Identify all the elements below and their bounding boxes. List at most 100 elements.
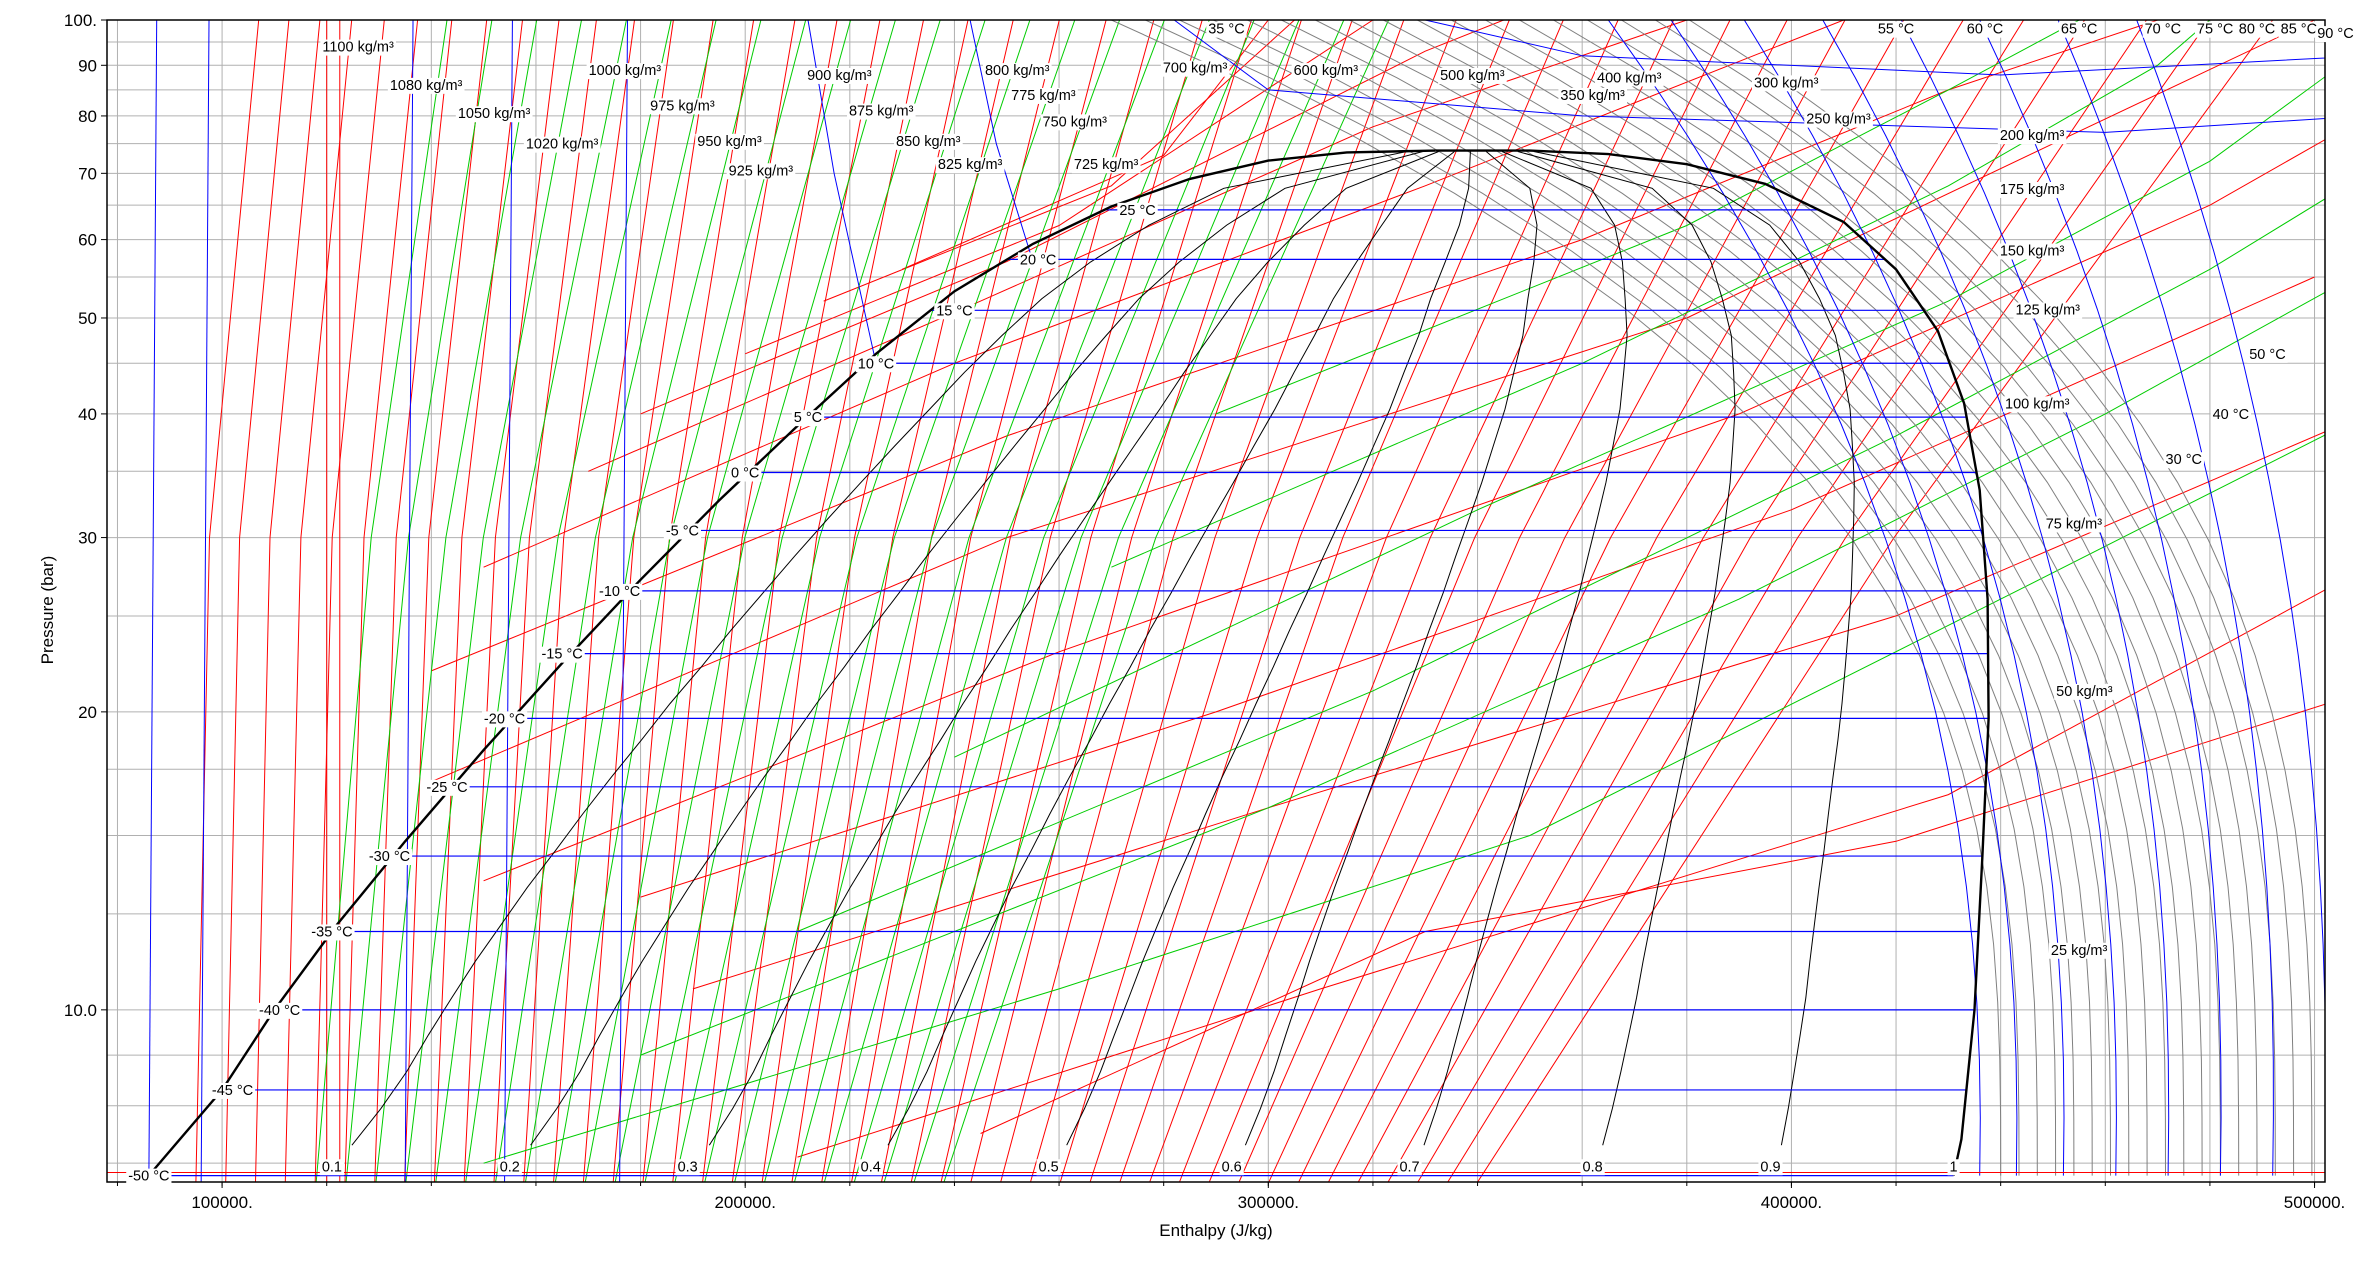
isotherm-label: 15 °C <box>936 303 972 319</box>
isochore-curve <box>1298 20 1905 1182</box>
quality-label-bg <box>1947 1159 1960 1176</box>
isotherm-label-bg <box>729 465 762 482</box>
isotherm-label: -35 °C <box>311 924 352 940</box>
isotherm-label-bg <box>2210 406 2252 423</box>
quality-line <box>708 151 1439 1146</box>
isochore-curve <box>483 139 2325 882</box>
isentrope-curve <box>794 20 1165 1182</box>
isochore-curve <box>1383 20 2148 1176</box>
isotherm-label: 25 °C <box>1119 203 1155 219</box>
isotherm-curve <box>969 20 1034 262</box>
isotherm-curve <box>504 20 513 1182</box>
quality-label: 0.2 <box>500 1159 520 1175</box>
isochore-label-bg <box>2048 942 2110 959</box>
isochore-label-bg <box>1071 157 1141 174</box>
isochore-label-bg <box>586 63 664 80</box>
isochore-label: 750 kg/m³ <box>1043 114 1108 130</box>
isochore-label-bg <box>846 103 916 120</box>
isochore-label-bg <box>1997 181 2067 198</box>
isochore-label-bg <box>935 157 1005 174</box>
isotherm-label-bg <box>209 1082 256 1099</box>
isochore-curve <box>1208 20 1731 1182</box>
isochore-curve <box>1689 20 2313 1176</box>
isochore-label-bg <box>1804 111 1873 128</box>
isentrope-curve <box>797 198 2325 932</box>
isochore-curve <box>588 20 1687 472</box>
curve-layer <box>107 20 2325 1182</box>
isentrope-curve <box>315 20 448 1182</box>
isotherm-label: 85 °C <box>2281 22 2317 38</box>
isotherm-label: 10 °C <box>858 356 894 372</box>
isochore-curve <box>901 20 1269 270</box>
isotherm-curve <box>1900 20 2170 1176</box>
isotherm-label: 40 °C <box>2213 407 2249 423</box>
isotherm-label-bg <box>2315 26 2356 43</box>
isochore-curve <box>463 20 560 1182</box>
y-tick-label: 50 <box>78 309 97 328</box>
isotherm-label-bg <box>597 583 643 600</box>
quality-line <box>530 151 1424 1146</box>
isochore-curve <box>640 20 1504 415</box>
plot-frame <box>106 19 2326 1183</box>
isochore-curve <box>970 20 1302 1182</box>
isochore-curve <box>1000 20 1353 1182</box>
isochore-curve <box>1247 20 2075 1176</box>
isochore-label: 900 kg/m³ <box>807 68 872 84</box>
isochore-label: 50 kg/m³ <box>2056 684 2113 700</box>
quality-label-bg <box>675 1159 700 1176</box>
isochore-label-bg <box>805 67 874 84</box>
isochore-curve <box>1328 20 1964 1182</box>
isochore-label: 75 kg/m³ <box>2046 516 2103 532</box>
y-tick-label: 40 <box>78 405 97 424</box>
isochore-label: 200 kg/m³ <box>2000 128 2065 144</box>
y-tick-label: 70 <box>78 164 97 183</box>
isochore-label-bg <box>2043 516 2105 533</box>
y-tick-label: 20 <box>78 703 97 722</box>
isochore-curve <box>255 20 321 1182</box>
quality-label: 0.1 <box>322 1159 342 1175</box>
isentrope-curve <box>764 20 1121 1182</box>
isochore-curve <box>1268 20 1846 1182</box>
y-tick-label: 10.0 <box>64 1001 97 1020</box>
isotherm-curve <box>404 20 414 1182</box>
isochore-curve <box>431 20 2158 672</box>
isochore-label-bg <box>2013 302 2083 319</box>
isotherm-label: -50 °C <box>128 1169 169 1185</box>
isochore-label: 175 kg/m³ <box>2000 182 2065 198</box>
isochore-label: 600 kg/m³ <box>1294 63 1359 79</box>
isochore-curve <box>1519 20 2221 1176</box>
isochore-curve <box>1119 20 1564 1182</box>
isotherm-label-bg <box>1964 21 2006 38</box>
isochore-curve <box>745 20 1374 355</box>
isochore-curve <box>1315 20 2111 1176</box>
isochore-curve <box>1213 20 2057 1176</box>
isotherm-curve <box>1670 20 2018 1176</box>
isentrope-curve <box>644 20 941 1182</box>
quality-label-bg <box>1219 1159 1244 1176</box>
x-tick-label: 200000. <box>714 1193 775 1212</box>
isotherm-label-bg <box>309 924 355 941</box>
isentrope-curve <box>913 20 1345 1182</box>
isochore-curve <box>1587 20 2258 1176</box>
isochore-curve <box>314 20 385 1182</box>
isochore-curve <box>797 589 2325 1158</box>
isochore-label: 300 kg/m³ <box>1754 75 1819 91</box>
isentrope-curve <box>375 20 538 1182</box>
isochore-label-bg <box>1040 114 1110 131</box>
isochore-label-bg <box>648 98 717 115</box>
isotherm-label: -20 °C <box>484 711 525 727</box>
isentrope-curve <box>640 291 2325 1056</box>
isotherm-label-bg <box>2247 346 2288 363</box>
isotherm-label-bg <box>663 523 702 540</box>
isentrope-curve <box>614 20 896 1182</box>
isochore-curve <box>640 276 2315 898</box>
isochore-curve <box>553 20 674 1182</box>
isotherm-label-bg <box>2142 21 2184 38</box>
quality-label-bg <box>319 1159 345 1176</box>
isochore-label: 100 kg/m³ <box>2005 396 2070 412</box>
isotherm-label: -30 °C <box>369 849 410 865</box>
isochore-curve <box>404 20 488 1182</box>
isochore-curve <box>940 20 1252 1182</box>
x-tick-label: 100000. <box>191 1193 252 1212</box>
